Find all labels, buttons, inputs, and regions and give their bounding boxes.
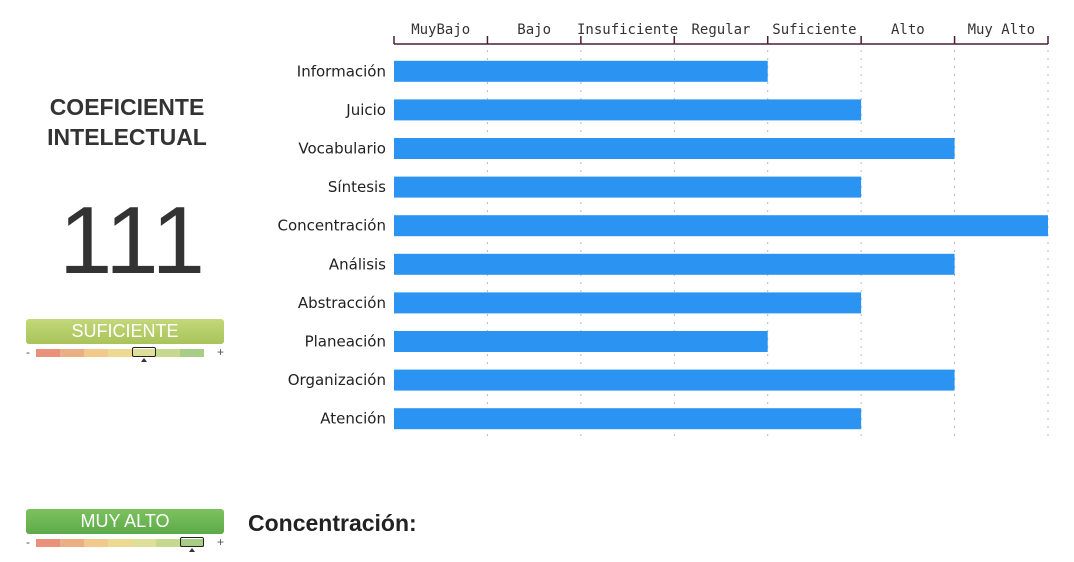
scale-segment: [84, 539, 108, 547]
bar: [394, 408, 862, 430]
category-label: Abstracción: [298, 294, 386, 312]
level-label: MuyBajo: [411, 22, 470, 38]
scale-segment: [84, 349, 108, 357]
scale-plus: +: [216, 535, 224, 549]
scale-segment: [156, 349, 180, 357]
category-label: Atención: [320, 410, 386, 428]
level-scale-detail: - +: [26, 535, 224, 552]
level-label: Alto: [891, 22, 925, 38]
bar: [394, 215, 1048, 237]
coefficient-title-line2: INTELECTUAL: [47, 124, 207, 150]
scale-pointer-icon: [141, 358, 147, 362]
category-label: Síntesis: [328, 178, 386, 196]
bar: [394, 292, 862, 314]
scale-segment: [132, 349, 156, 357]
scale-plus: +: [216, 345, 224, 359]
scale-segment: [132, 539, 156, 547]
scale-segment: [156, 539, 180, 547]
category-label: Organización: [288, 371, 386, 389]
aptitude-bar-chart: MuyBajo Bajo Insuficiente Regular Suficiente…: [278, 22, 1049, 438]
level-label: Regular: [691, 22, 750, 38]
scale-marker: [132, 347, 156, 357]
level-badge-muy-alto: MUY ALTO: [26, 509, 224, 534]
scale-segment: [60, 539, 84, 547]
level-label: Insuficiente: [577, 22, 678, 38]
bar: [394, 253, 955, 275]
category-label: Concentración: [278, 217, 386, 235]
bar: [394, 176, 862, 198]
level-label: Bajo: [517, 22, 551, 38]
scale-minus: -: [26, 535, 30, 549]
bar: [394, 60, 768, 82]
scale-segment: [108, 539, 132, 547]
category-label: Vocabulario: [298, 140, 386, 158]
bar: [394, 331, 768, 352]
bar: [394, 99, 862, 121]
detail-label: Concentración:: [248, 510, 417, 536]
coefficient-title-line1: COEFICIENTE: [49, 94, 205, 120]
scale-segment: [108, 349, 132, 357]
scale-marker: [180, 537, 204, 547]
bar: [394, 369, 955, 391]
scale-pointer-icon: [189, 548, 195, 552]
category-label: Análisis: [329, 255, 386, 273]
scale-segment: [36, 349, 60, 357]
iq-score: 111: [59, 187, 205, 294]
scale-minus: -: [26, 345, 30, 359]
bar: [394, 138, 955, 159]
scale-segment: [36, 539, 60, 547]
scale-segment: [180, 349, 204, 357]
category-label: Información: [297, 62, 386, 80]
category-label: Juicio: [345, 101, 386, 119]
level-badge-suficiente: SUFICIENTE: [26, 319, 224, 344]
level-label: Suficiente: [772, 22, 856, 38]
category-label: Planeación: [305, 333, 386, 351]
scale-segment: [180, 539, 204, 547]
coefficient-title: COEFICIENTE INTELECTUAL: [14, 92, 240, 152]
scale-segment: [60, 349, 84, 357]
level-label: Muy Alto: [968, 22, 1035, 38]
level-scale: - +: [26, 345, 224, 362]
